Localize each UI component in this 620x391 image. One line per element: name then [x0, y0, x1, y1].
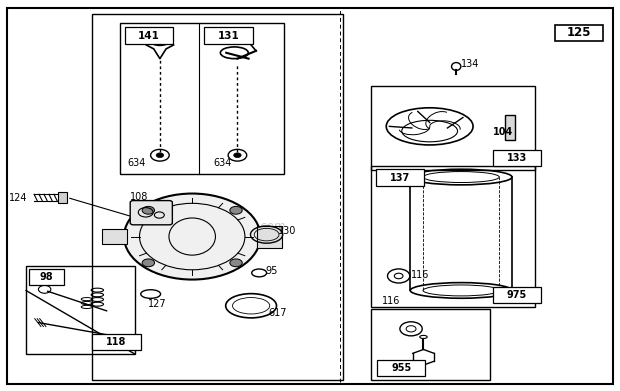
Bar — [58, 192, 67, 203]
Text: 137: 137 — [390, 172, 410, 183]
Bar — [125, 27, 173, 44]
Text: 116: 116 — [382, 296, 401, 306]
Bar — [371, 86, 535, 170]
Text: 617: 617 — [268, 308, 287, 318]
Circle shape — [234, 153, 241, 158]
Bar — [92, 14, 343, 380]
Bar — [26, 266, 135, 354]
Text: 108: 108 — [130, 192, 149, 202]
Text: eReplacementParts.com: eReplacementParts.com — [142, 220, 286, 233]
Bar — [205, 27, 253, 44]
Text: 955: 955 — [391, 363, 411, 373]
Circle shape — [156, 153, 164, 158]
Text: 124: 124 — [9, 193, 28, 203]
Text: 125: 125 — [567, 26, 591, 39]
Text: 104: 104 — [493, 127, 513, 137]
Bar — [102, 229, 127, 244]
Circle shape — [142, 259, 154, 267]
Circle shape — [124, 194, 260, 280]
Text: 133: 133 — [507, 153, 527, 163]
Bar — [257, 226, 282, 248]
Text: 130: 130 — [278, 226, 296, 237]
Text: 141: 141 — [138, 30, 160, 41]
Bar — [371, 166, 535, 307]
Bar — [493, 287, 541, 303]
Text: 98: 98 — [40, 272, 53, 282]
Circle shape — [142, 206, 154, 214]
Bar — [376, 169, 424, 186]
Text: 134: 134 — [461, 59, 479, 69]
Text: 975: 975 — [507, 290, 527, 300]
Circle shape — [230, 206, 242, 214]
Bar — [92, 334, 141, 350]
Bar — [377, 360, 425, 376]
Text: 131: 131 — [218, 30, 239, 41]
Text: 116: 116 — [411, 270, 430, 280]
Text: 127: 127 — [148, 299, 166, 309]
Text: 118: 118 — [107, 337, 126, 347]
Bar — [493, 150, 541, 166]
Bar — [505, 115, 515, 140]
Text: 95: 95 — [265, 266, 278, 276]
FancyBboxPatch shape — [130, 201, 172, 225]
Bar — [555, 25, 603, 41]
Bar — [120, 23, 284, 174]
Text: 634: 634 — [127, 158, 146, 168]
Circle shape — [230, 259, 242, 267]
Bar — [29, 269, 64, 285]
Bar — [371, 309, 490, 380]
Text: 634: 634 — [213, 158, 231, 168]
